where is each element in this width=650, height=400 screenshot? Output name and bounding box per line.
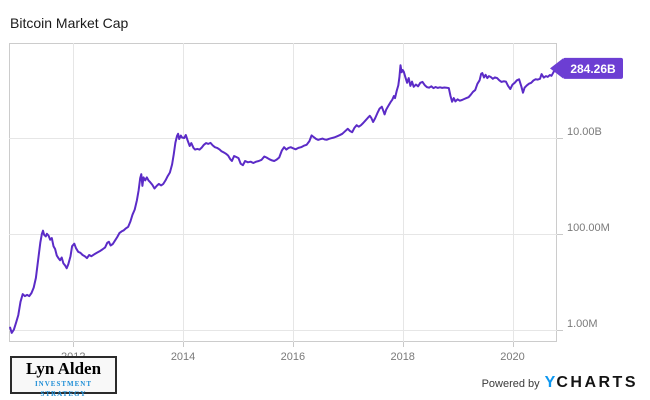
ycharts-logo-y: Y — [544, 374, 557, 391]
y-gridline — [9, 329, 557, 331]
y-tick-label: 1.00M — [567, 317, 598, 330]
last-value-badge: 284.26B — [550, 57, 623, 79]
x-tick — [512, 342, 514, 347]
logo-name-text: Lyn Alden — [25, 359, 102, 378]
x-tick — [402, 342, 404, 347]
x-gridline — [73, 43, 75, 342]
x-tick-label: 2020 — [500, 351, 525, 363]
last-value-label: 284.26B — [570, 62, 616, 76]
x-tick — [183, 342, 185, 347]
plot-area[interactable] — [9, 43, 557, 342]
y-tick-label: 10.00B — [567, 125, 602, 138]
x-gridline — [512, 43, 514, 342]
x-tick-label: 2018 — [390, 351, 415, 363]
x-gridline — [183, 43, 185, 342]
badge-background — [563, 57, 623, 79]
x-tick-label: 2016 — [280, 351, 306, 363]
ycharts-logo-charts: CHARTS — [556, 374, 638, 391]
x-tick-label: 2014 — [170, 351, 196, 363]
x-gridline — [292, 43, 294, 342]
y-tick — [557, 137, 563, 139]
y-tick — [557, 329, 563, 331]
x-gridline — [402, 43, 404, 342]
powered-by-text: Powered by — [481, 378, 540, 390]
x-tick — [292, 342, 294, 347]
lyn-alden-logo: Lyn Alden INVESTMENT STRATEGY — [10, 356, 117, 398]
y-tick-label: 100.00M — [567, 221, 610, 234]
powered-by-ycharts[interactable]: Powered by Y CHARTS — [482, 374, 638, 392]
chart-title: Bitcoin Market Cap — [10, 15, 129, 31]
logo-subtitle-text: INVESTMENT STRATEGY — [34, 380, 93, 398]
x-tick — [73, 342, 75, 347]
y-gridline — [9, 137, 557, 139]
y-tick — [557, 233, 563, 235]
y-gridline — [9, 233, 557, 235]
